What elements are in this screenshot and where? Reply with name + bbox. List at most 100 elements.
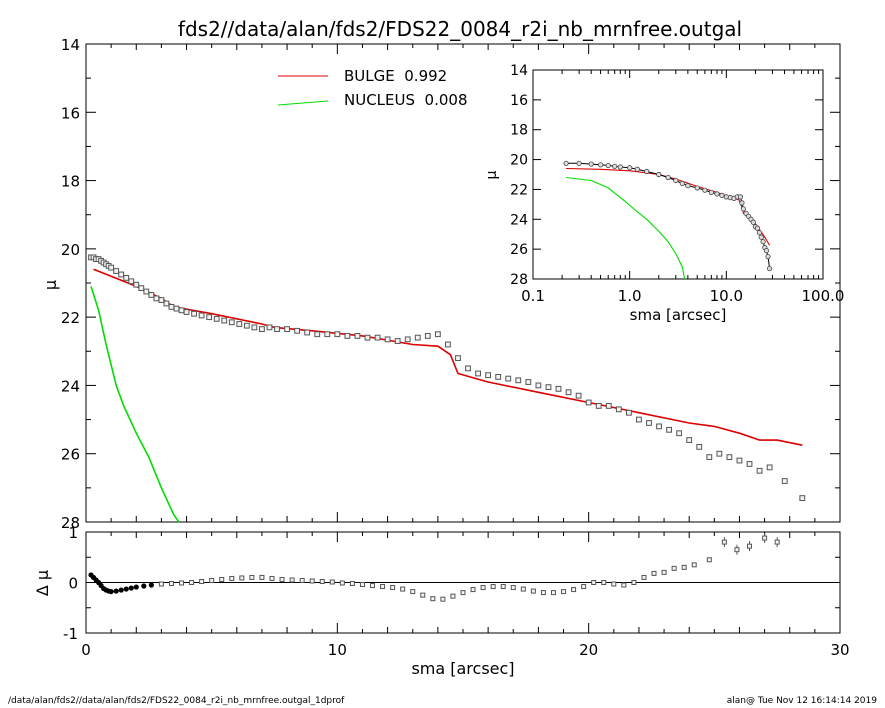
main-data-point [314,331,321,338]
residual-point [299,577,305,583]
residual-point [510,585,516,591]
main-data-point [133,281,140,288]
inset-data-point [679,180,685,187]
main-data-point [515,377,522,384]
main-data-point [364,334,371,341]
residual-point [651,570,657,576]
main-data-point [404,336,411,343]
residual-point [141,583,147,589]
inset-data-point [597,162,604,168]
residual-point [470,587,476,593]
inset-xtick-label: 1.0 [618,287,642,305]
main-data-point [108,264,115,271]
main-data-point [354,333,361,339]
inset-data-point [740,206,746,212]
main-xlabel: sma [arcsec] [411,659,514,678]
residual-point [671,565,677,571]
residual-point [390,585,396,591]
main-data-point [344,333,351,339]
inset-data-point [694,185,700,191]
residual-point [329,579,335,585]
main-data-point [198,312,205,319]
inset-data-point [665,174,671,181]
main-data-point [284,326,290,332]
inset-ylabel: μ [484,170,500,179]
legend: BULGE 0.992 NUCLEUS 0.008 [277,67,468,109]
residual-point [249,574,255,580]
main-data-point [163,300,170,307]
main-data-point [615,406,622,413]
main-data-point [781,478,788,484]
main-data-point [334,331,341,338]
main-ytick-label: 20 [61,241,80,259]
residual-point [168,581,174,587]
main-data-point [294,327,301,334]
main-data-point [726,454,733,461]
main-data-point [394,338,401,344]
main-series-line-0 [93,268,803,446]
main-data-point [243,322,250,329]
residual-point [199,578,205,584]
main-data-point [746,461,753,467]
main-data-point [274,326,280,332]
main-data-point [766,464,773,471]
main-data-point [228,319,235,326]
residual-point [123,586,129,592]
main-data-point [113,268,120,274]
inset-xtick-label: 10.0 [710,287,743,305]
main-data-point [384,336,391,343]
main-data-point [158,297,165,303]
residual-point [229,575,235,581]
inset-data-point [766,265,773,272]
main-data-point [153,295,160,302]
main-ytick-label: 16 [61,104,80,122]
main-data-point [666,426,672,433]
main-data-point [535,382,542,389]
main-data-point [756,467,763,474]
main-data-point [455,355,461,362]
residual-point [530,588,536,594]
inset-data-point [739,200,745,206]
inset-ytick-label: 14 [510,63,528,79]
inset-data-point [754,225,761,231]
residual-point [430,596,436,602]
residual-point [279,576,285,582]
residual-point [681,564,687,570]
residual-point [611,581,617,587]
main-data-point [251,324,258,331]
residual-point [591,580,597,585]
inset-data-point [760,239,766,245]
inset-data-point [673,177,679,184]
inset-xtick-label: 0.1 [521,287,545,305]
main-data-point [495,373,502,380]
residual-point [631,580,637,585]
residual-point [540,590,546,596]
main-data-point [304,329,311,336]
residual-point [747,543,753,549]
residual-point [420,592,426,598]
main-data-point [434,331,441,338]
inset-data-point [750,219,756,225]
residual-point [148,582,154,588]
residual-point [359,582,365,588]
residual-xtick-label: 0 [81,641,91,659]
inset-ytick-label: 20 [510,153,528,169]
main-data-point [465,365,471,372]
inset-data-point [617,164,623,170]
main-data-point [595,403,602,409]
main-data-point [445,341,451,348]
main-data-point [236,321,243,327]
residual-point [118,587,124,593]
main-data-point [575,392,582,399]
residual-point [581,584,587,590]
main-data-point [799,495,806,502]
inset-data-point [737,194,744,200]
inset-ytick-label: 18 [510,123,528,139]
main-data-point [545,384,552,391]
main-data-point [485,372,492,379]
residual-point [400,586,406,592]
residual-point [370,583,376,589]
inset-xtick-label: 100.0 [802,287,845,305]
main-data-point [636,416,642,423]
main-data-point [475,370,481,377]
